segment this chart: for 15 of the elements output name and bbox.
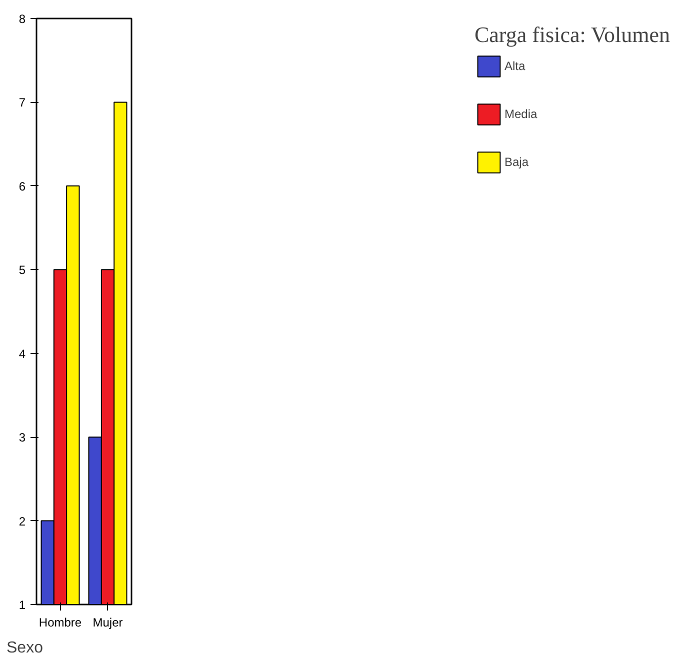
legend-label: Media — [504, 107, 538, 121]
y-tick-label: 5 — [18, 263, 26, 278]
y-tick-label: 1 — [18, 598, 26, 612]
x-axis-title: Sexo — [6, 640, 44, 656]
legend-label: Alta — [504, 59, 526, 73]
x-tick-label: Mujer — [92, 616, 123, 630]
y-tick-label: 4 — [18, 346, 26, 361]
legend-title: Carga fisica: Volumen — [474, 22, 670, 48]
x-tick-label: Hombre — [38, 616, 82, 630]
y-tick-label: 8 — [18, 12, 26, 26]
y-tick-label: 2 — [18, 514, 26, 528]
legend-label: Baja — [504, 155, 528, 169]
y-tick-label: 7 — [18, 96, 26, 110]
y-tick-label: 3 — [18, 430, 26, 445]
y-tick-label: 6 — [18, 179, 26, 194]
